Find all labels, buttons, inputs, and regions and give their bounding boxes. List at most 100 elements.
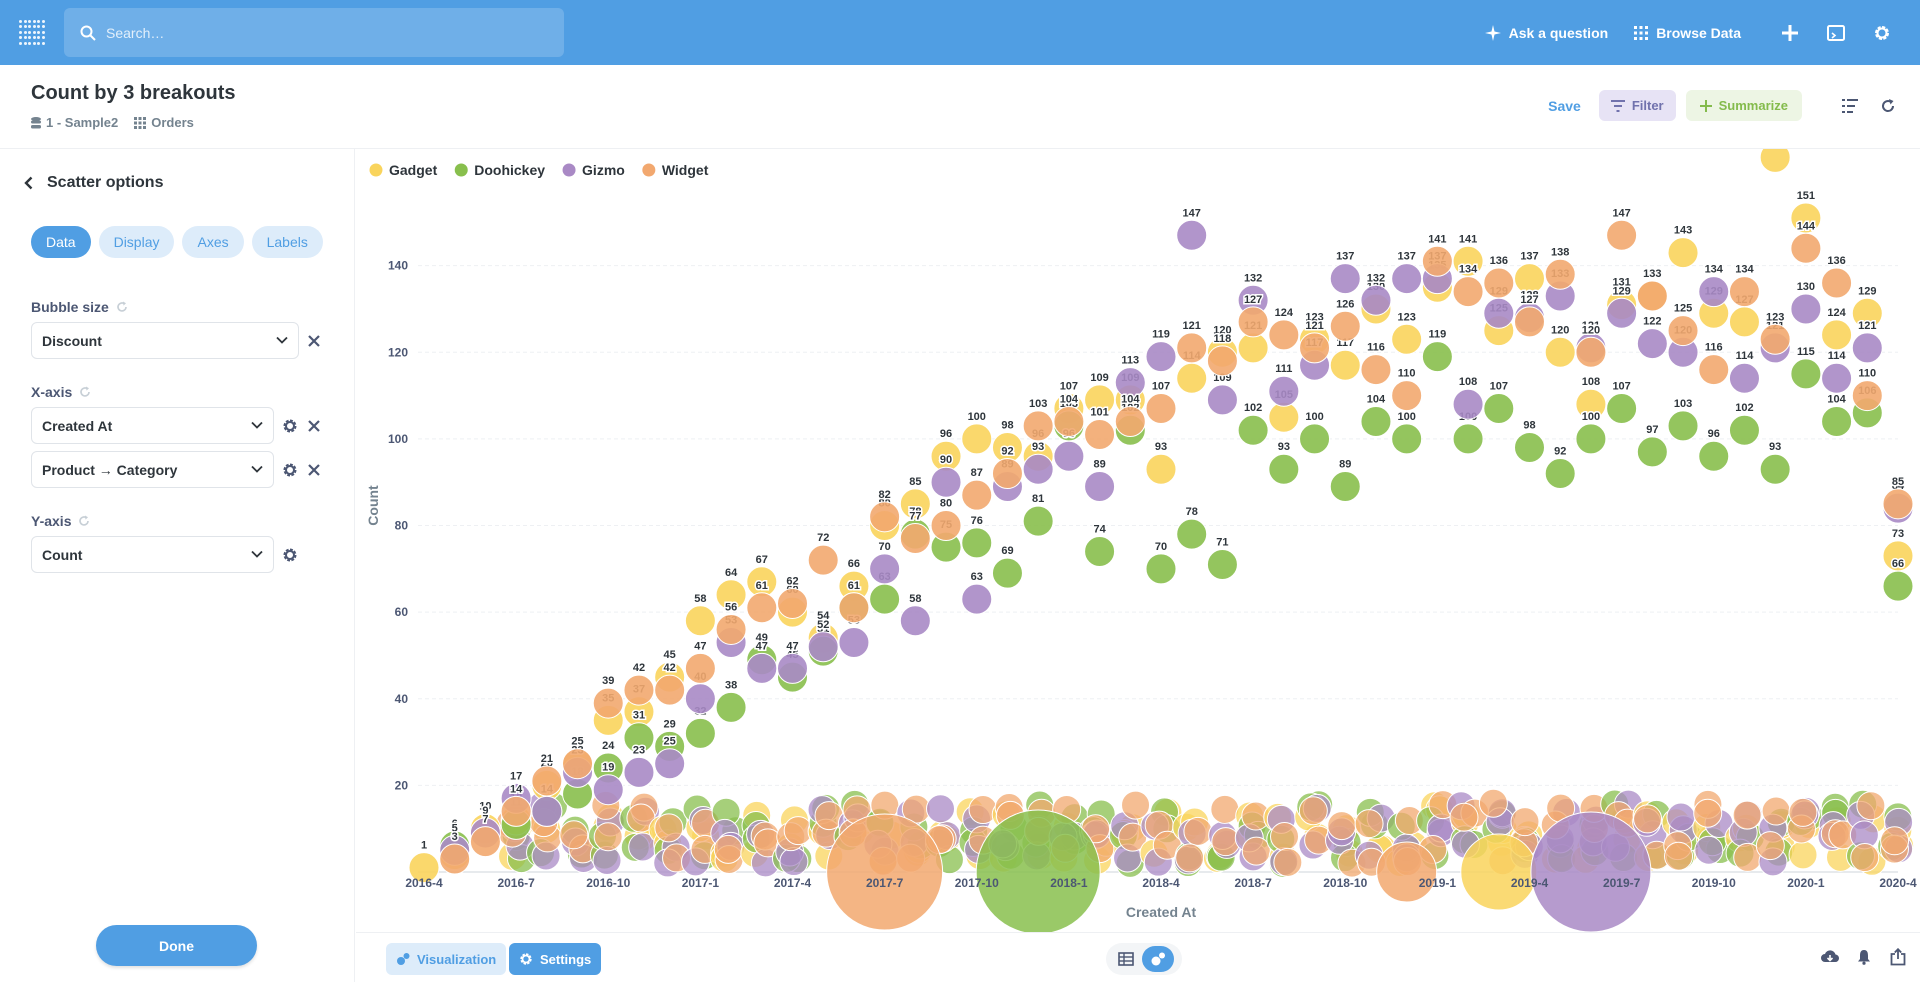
y-axis-select[interactable]: Count [31,536,274,573]
data-label: 74 [1093,523,1106,535]
browse-data-button[interactable]: Browse Data [1634,25,1741,41]
reset-icon[interactable] [116,301,128,313]
scatter-point [1114,406,1146,438]
data-label: 7 [482,814,488,826]
sql-editor-button[interactable] [1825,22,1847,44]
data-label: 93 [1032,441,1044,453]
reset-icon[interactable] [79,386,91,398]
x-axis-select-2[interactable]: Product → Category [31,451,274,488]
scatter-point [500,795,532,827]
scatter-point [1790,358,1822,390]
done-button[interactable]: Done [96,925,257,966]
breadcrumb-table[interactable]: Orders [134,115,194,130]
scatter-point [1391,380,1423,412]
x-axis-title: Created At [1126,904,1197,920]
y-axis-label: Y-axis [31,513,72,529]
filter-button[interactable]: Filter [1598,90,1676,121]
scatter-point [1606,297,1638,329]
tab-display[interactable]: Display [98,226,175,258]
scatter-point [1514,432,1545,464]
chart-view-toggle[interactable] [1142,946,1174,972]
scatter-point-low [1880,826,1910,856]
data-label: 147 [1612,207,1630,219]
scatter-point-low [1449,802,1479,832]
visualization-button[interactable]: Visualization [386,943,507,975]
data-label: 114 [1736,350,1755,362]
x-tick-label: 2017-1 [682,876,720,890]
download-button[interactable] [1820,947,1840,967]
scatter-point-low [1270,821,1300,851]
data-label: 123 [1397,311,1415,323]
data-label: 121 [1305,320,1323,332]
remove-bubble-size-button[interactable] [305,332,323,350]
tab-axes[interactable]: Axes [182,226,244,258]
new-question-button[interactable] [1779,22,1801,44]
scatter-options-back[interactable]: Scatter options [24,174,163,192]
y-axis-settings-button[interactable] [281,546,299,564]
scatter-point-low [1732,800,1762,830]
save-button[interactable]: Save [1548,97,1581,114]
scatter-point [623,756,655,788]
tab-labels[interactable]: Labels [251,226,323,258]
search-bar[interactable] [64,8,564,57]
scatter-point [1145,341,1177,373]
scatter-chart-svg[interactable]: 20 40 60 80 100 120 140 Gadget Doohickey Gizmo Wid… [356,128,1920,935]
scatter-point [1452,276,1484,308]
scatter-point [930,466,962,498]
scatter-point [1544,458,1576,490]
x-axis-1-remove-button[interactable] [305,417,323,435]
x-axis-2-settings-button[interactable] [281,461,299,479]
data-label: 80 [940,498,952,510]
data-label: 107 [1490,381,1508,393]
tab-data[interactable]: Data [31,226,91,258]
scatter-point [991,458,1023,490]
scatter-point [1268,453,1300,485]
data-label: 123 [1766,311,1784,323]
alert-button[interactable] [1854,947,1874,967]
scatter-point [1514,306,1545,338]
summarize-button[interactable]: Summarize [1685,90,1802,121]
plus-icon [1699,99,1712,112]
data-label: 45 [664,649,676,661]
metabase-logo-icon[interactable] [19,20,45,46]
show-editor-button[interactable] [1840,96,1860,116]
reset-icon[interactable] [78,515,90,527]
data-label: 87 [971,467,983,479]
data-label: 126 [1336,298,1354,310]
data-label: 47 [756,640,768,652]
scatter-point-large [1376,841,1438,903]
scatter-point [961,423,993,455]
settings-tabs: Data Display Axes Labels [31,226,331,258]
bubble-size-label: Bubble size [31,299,109,315]
scatter-point-low [1298,796,1328,826]
ask-question-button[interactable]: Ask a question [1484,24,1608,41]
share-button[interactable] [1888,947,1908,967]
table-view-toggle[interactable] [1110,946,1142,972]
data-label: 110 [1398,368,1416,380]
x-axis-select-1[interactable]: Created At [31,407,274,444]
refresh-button[interactable] [1878,96,1898,116]
x-axis-2-remove-button[interactable] [305,461,323,479]
scatter-point [1268,375,1300,407]
data-label: 56 [725,601,737,613]
settings-toggle-button[interactable]: Settings [509,943,602,975]
data-label: 127 [1244,294,1262,306]
bubble-size-select[interactable]: Discount [31,322,299,359]
scatter-point-low [1210,794,1240,824]
sidebar-title: Scatter options [47,174,164,191]
data-label: 121 [1582,320,1600,332]
breadcrumb-database[interactable]: 1 - Sample2 [31,115,118,130]
settings-button[interactable] [1871,22,1893,44]
data-label: 92 [1001,446,1013,458]
search-input[interactable] [106,24,526,41]
data-label: 121 [1858,320,1876,332]
scatter-point-low [1241,836,1271,866]
terminal-icon [1827,24,1845,41]
data-label: 104 [1367,394,1386,406]
data-label: 25 [571,736,583,748]
scatter-point [869,553,901,585]
y-tick-label: 80 [395,519,409,533]
data-label: 76 [971,515,983,527]
scatter-point [1821,319,1853,351]
x-axis-1-settings-button[interactable] [281,417,299,435]
